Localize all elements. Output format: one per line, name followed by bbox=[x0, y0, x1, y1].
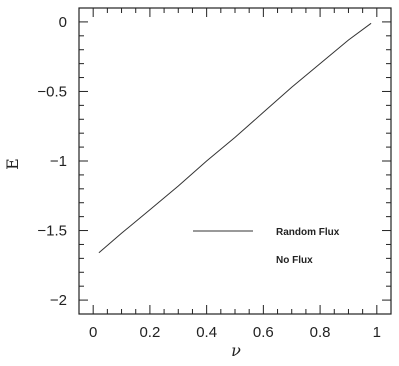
legend-label-random-flux: Random Flux bbox=[276, 227, 340, 238]
series-line-0 bbox=[98, 22, 372, 254]
plot-frame bbox=[78, 7, 392, 315]
x-axis-label: ν bbox=[231, 341, 241, 360]
series-layer bbox=[98, 22, 372, 254]
x-tick-label: 0.4 bbox=[196, 324, 217, 341]
x-tick-label: 0.8 bbox=[310, 324, 331, 341]
x-tick-label: 0.2 bbox=[139, 324, 160, 341]
x-tick-label: 0.6 bbox=[253, 324, 274, 341]
y-tick-label: −1 bbox=[50, 153, 67, 170]
y-axis-label: E bbox=[3, 158, 22, 170]
legend-label-no-flux: No Flux bbox=[276, 255, 313, 266]
ticks bbox=[79, 8, 391, 314]
x-tick-label: 1 bbox=[373, 324, 381, 341]
legend: Random Flux No Flux bbox=[193, 227, 340, 266]
x-tick-label: 0 bbox=[89, 324, 97, 341]
y-tick-label: −2 bbox=[50, 292, 67, 309]
y-tick-label: 0 bbox=[59, 14, 67, 31]
y-tick-labels: 0 −0.5 −1 −1.5 −2 bbox=[37, 14, 67, 309]
x-tick-labels: 0 0.2 0.4 0.6 0.8 1 bbox=[89, 324, 381, 341]
y-tick-label: −1.5 bbox=[37, 223, 67, 240]
y-tick-label: −0.5 bbox=[37, 83, 67, 100]
